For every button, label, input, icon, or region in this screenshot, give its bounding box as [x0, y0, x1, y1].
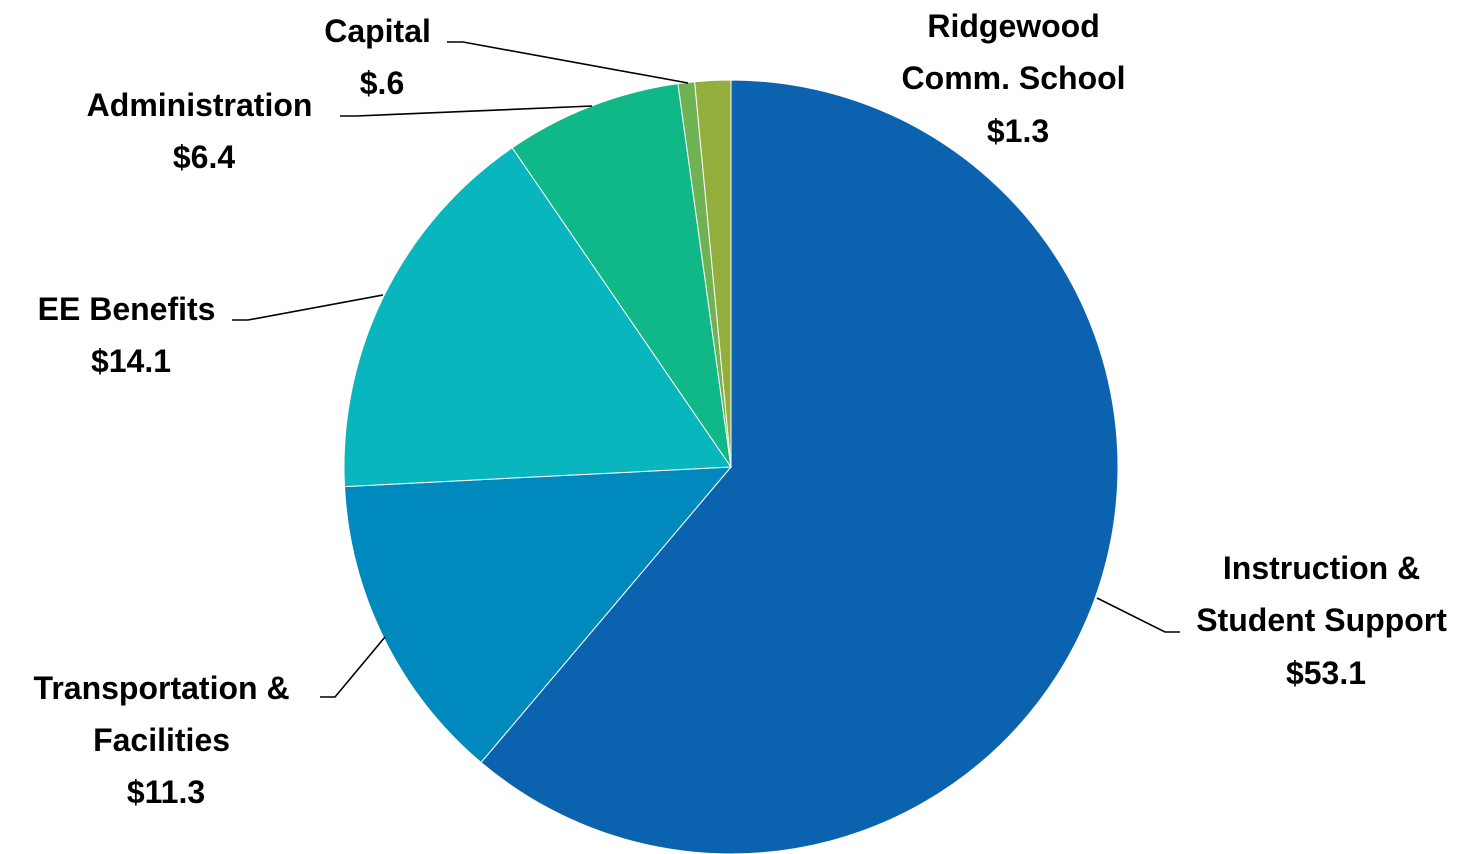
slice-label-instruction-line1: Instruction & — [1223, 550, 1420, 586]
slice-value-transportation: $11.3 — [127, 774, 205, 810]
slice-label-benefits: EE Benefits $14.1 — [38, 291, 225, 379]
slice-label-ridgewood-line1: Ridgewood — [927, 8, 1099, 44]
slice-value-ridgewood: $1.3 — [987, 113, 1049, 149]
slice-label-ridgewood-line2: Comm. School — [902, 60, 1126, 96]
slice-label-capital: Capital $.6 — [324, 13, 440, 101]
slice-label-administration-line1: Administration — [87, 87, 313, 123]
leader-line-capital — [447, 41, 689, 84]
leader-line-benefits — [232, 294, 384, 321]
slice-label-administration: Administration $6.4 — [87, 87, 322, 175]
slice-label-capital-line1: Capital — [324, 13, 431, 49]
slice-label-benefits-line1: EE Benefits — [38, 291, 216, 327]
slice-label-transportation: Transportation & Facilities $11.3 — [34, 670, 299, 810]
slice-label-transportation-line1: Transportation & — [34, 670, 290, 706]
slice-label-ridgewood: Ridgewood Comm. School $1.3 — [902, 8, 1135, 149]
slice-value-benefits: $14.1 — [91, 343, 171, 379]
slice-value-administration: $6.4 — [173, 139, 235, 175]
slice-label-instruction-line2: Student Support — [1196, 602, 1447, 638]
slice-value-instruction: $53.1 — [1286, 655, 1366, 691]
leader-line-administration — [340, 105, 593, 117]
slice-value-capital: $.6 — [360, 65, 404, 101]
pie-slice-ridgewood — [694, 79, 732, 468]
slice-label-instruction: Instruction & Student Support $53.1 — [1196, 550, 1456, 691]
leader-line-transportation — [320, 636, 386, 698]
pie-slice-instruction — [480, 79, 1119, 854]
slice-label-transportation-line2: Facilities — [93, 722, 230, 758]
leader-line-instruction — [1096, 597, 1180, 633]
pie-slice-benefits — [343, 147, 732, 488]
pie-slices — [343, 79, 1119, 854]
